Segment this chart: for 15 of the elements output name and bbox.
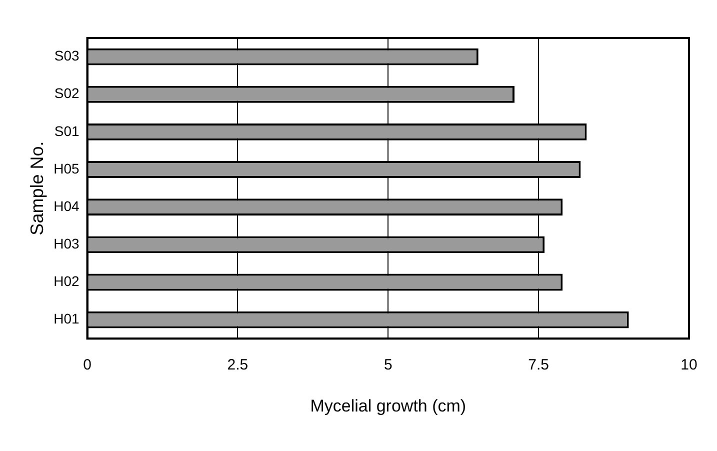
y-tick-label: H05 — [54, 160, 80, 176]
y-tick-label: H03 — [54, 236, 80, 252]
x-tick-label: 5 — [384, 356, 392, 374]
x-tick-label: 0 — [83, 356, 92, 374]
x-tick-label: 10 — [680, 356, 698, 374]
x-axis-title: Mycelial growth (cm) — [310, 396, 466, 416]
y-tick-label: H02 — [54, 273, 80, 290]
y-tick-label: S02 — [54, 85, 80, 102]
y-axis-title: Sample No. — [26, 141, 47, 236]
x-tick-label: 7.5 — [528, 356, 549, 374]
y-tick-label: H01 — [54, 310, 80, 327]
y-tick-label: S01 — [54, 122, 80, 139]
y-tick-label: S03 — [54, 48, 80, 64]
y-tick-label: H04 — [54, 198, 80, 214]
x-tick-label: 2.5 — [227, 356, 248, 374]
